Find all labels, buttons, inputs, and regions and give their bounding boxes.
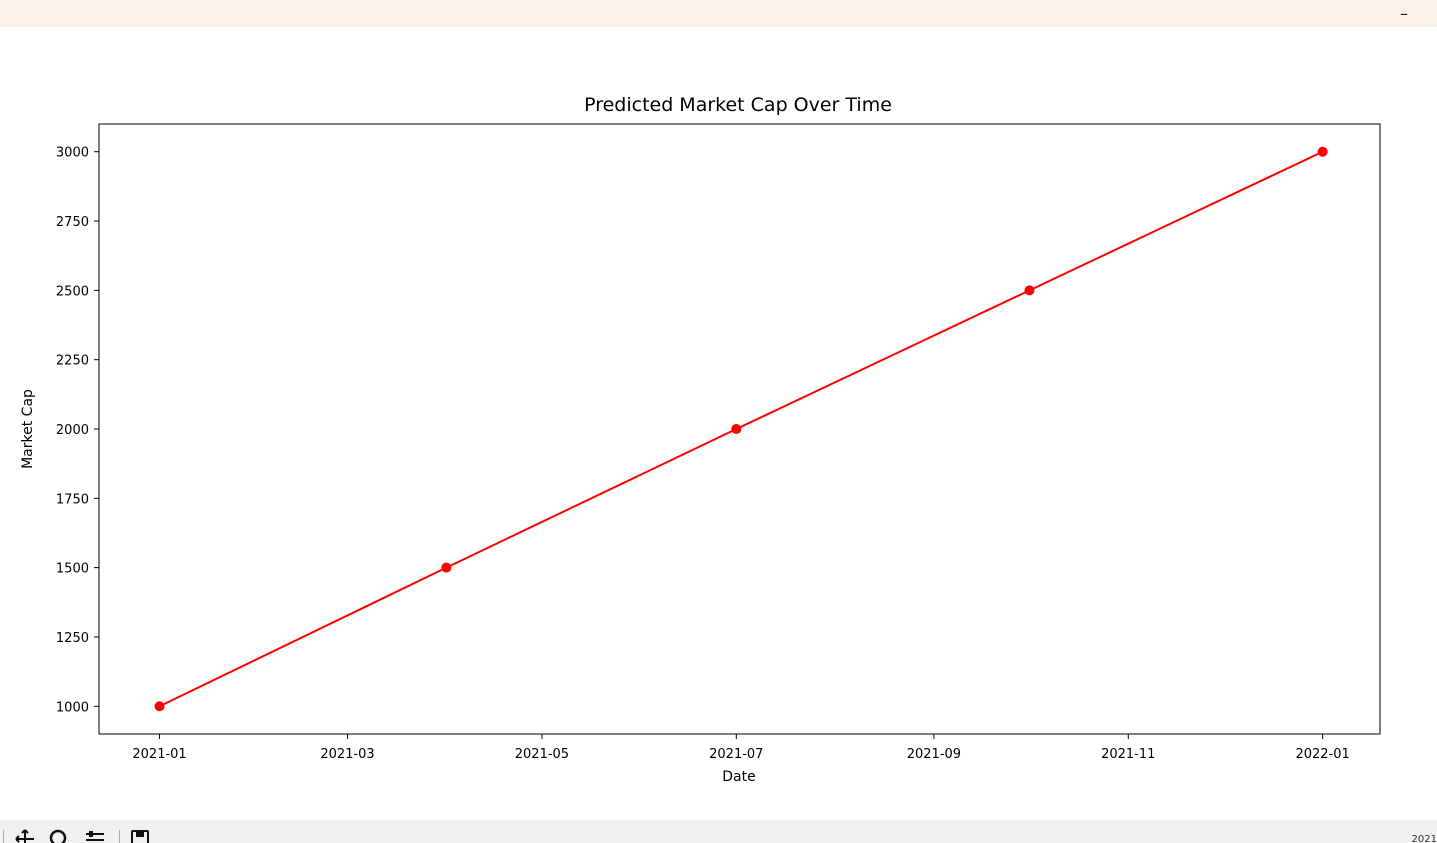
x-tick-label: 2021-01 [132,747,186,762]
figure-canvas: Predicted Market Cap Over Time 2021-01 20… [0,27,1437,820]
x-tick-label: 2021-05 [515,747,569,762]
minimize-button[interactable]: – [1400,4,1408,23]
window-titlebar: – [0,0,1437,27]
y-tick-label: 3000 [56,146,89,161]
x-tick-label: 2021-11 [1101,747,1155,762]
configure-subplots-icon[interactable] [84,828,106,843]
x-axis-ticks: 2021-01 2021-03 2021-05 2021-07 2021-09 2021-… [132,734,1350,762]
series-points [154,146,1328,712]
y-tick-label: 1250 [56,631,89,646]
toolbar-separator [3,830,4,843]
zoom-icon[interactable] [48,828,70,843]
y-tick-label: 2500 [56,284,89,299]
y-axis-label: Market Cap [20,389,36,469]
y-tick-label: 2750 [56,215,89,230]
data-point [1024,285,1035,296]
data-point [154,701,165,712]
data-point [441,562,452,573]
y-tick-label: 1750 [56,492,89,507]
x-tick-label: 2021-07 [709,747,763,762]
x-tick-label: 2021-03 [320,747,374,762]
figure-toolbar: 2021 [0,820,1437,843]
x-tick-label: 2022-01 [1295,747,1349,762]
coordinate-readout: 2021 [1411,834,1437,843]
data-point [731,424,742,434]
line-chart: Predicted Market Cap Over Time 2021-01 20… [20,94,1381,785]
pan-icon[interactable] [14,828,36,843]
y-tick-label: 2250 [56,354,89,369]
y-tick-label: 1500 [56,562,89,577]
y-tick-label: 1000 [56,700,89,715]
toolbar-separator [119,830,120,843]
y-axis-ticks: 1000 1250 1500 1750 2000 2250 2500 2750 3000 [56,146,99,715]
x-tick-label: 2021-09 [907,747,961,762]
save-icon[interactable] [129,828,151,843]
x-axis-label: Date [722,769,755,785]
data-point [1317,146,1328,157]
y-tick-label: 2000 [56,423,89,438]
chart-title: Predicted Market Cap Over Time [584,94,892,116]
